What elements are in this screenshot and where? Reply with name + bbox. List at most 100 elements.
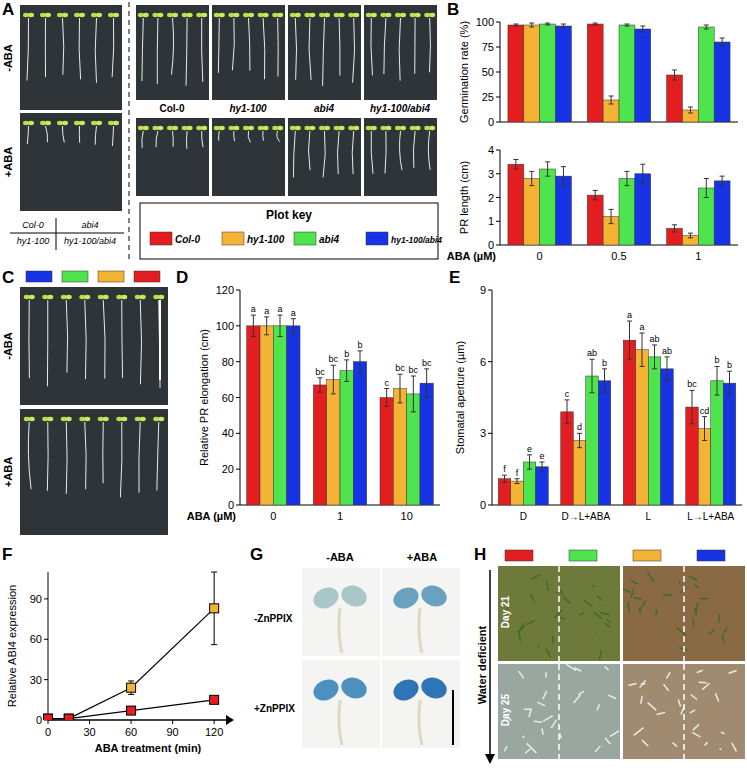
- significance-letter: bc: [329, 354, 339, 364]
- y-tick-label: 40: [222, 427, 234, 439]
- divider: [558, 566, 560, 661]
- plant-detail: [545, 672, 547, 677]
- plant-detail: [679, 581, 681, 585]
- y-tick-label: 25: [482, 91, 494, 103]
- plant-detail: [729, 670, 737, 673]
- error-bar: [513, 160, 518, 170]
- axis-arrow: [226, 715, 234, 725]
- cotyledon: [29, 417, 35, 421]
- genotype-label: abi4: [314, 103, 334, 114]
- table-rule: [56, 218, 57, 250]
- cotyledon: [172, 126, 178, 130]
- y-tick: [488, 433, 492, 434]
- plant-detail: [597, 595, 602, 600]
- cotyledon: [277, 126, 283, 130]
- plant-detail: [605, 623, 611, 627]
- significance-letter: ab: [662, 346, 672, 356]
- photo: [364, 118, 437, 196]
- root: [371, 18, 373, 75]
- cotyledon: [263, 126, 269, 130]
- y-tick: [44, 639, 48, 640]
- y-tick-label: 2: [488, 192, 494, 204]
- y-axis-title: Stomatal aperture (µm): [454, 341, 466, 454]
- key-cell: Col-0: [22, 220, 44, 230]
- plant-detail: [699, 681, 707, 683]
- x-tick-label: 0: [45, 726, 51, 738]
- panel-letter: H: [474, 545, 486, 564]
- cotyledon: [113, 121, 119, 125]
- photo: [498, 664, 620, 759]
- root: [27, 18, 29, 81]
- bar: [598, 381, 611, 505]
- bar: [619, 179, 635, 246]
- cotyledon: [172, 13, 178, 17]
- root: [63, 18, 64, 75]
- error-bar: [715, 366, 720, 395]
- significance-letter: b: [714, 355, 719, 365]
- scale-bar: [452, 690, 454, 745]
- bar: [635, 174, 651, 245]
- plant-detail: [640, 601, 645, 610]
- bar: [273, 326, 286, 505]
- plant-detail: [702, 683, 709, 689]
- x-tick-label: 0.5: [611, 250, 626, 262]
- legend-label: hy1-100: [247, 234, 285, 245]
- col-label: +ABA: [407, 551, 437, 563]
- significance-letter: a: [264, 306, 269, 316]
- cotyledon: [28, 121, 34, 125]
- root: [95, 18, 96, 83]
- cotyledon: [103, 417, 109, 421]
- plot-key-title: Plot key: [266, 208, 312, 222]
- cotyledon: [121, 295, 127, 299]
- root: [102, 422, 103, 483]
- error-bar: [640, 164, 645, 183]
- plant-detail: [647, 572, 654, 582]
- genotype-label: Col-0: [160, 103, 185, 114]
- cotyledon: [79, 121, 85, 125]
- genotype-swatch: [98, 271, 124, 282]
- plant-detail: [673, 743, 678, 747]
- root: [139, 422, 140, 493]
- divider: [558, 664, 560, 759]
- plant-detail: [532, 574, 541, 579]
- cotyledon: [233, 13, 239, 17]
- y-tick-label: 30: [30, 674, 42, 686]
- marker: [210, 695, 219, 704]
- plant-detail: [732, 743, 737, 752]
- plant-detail: [538, 645, 540, 647]
- plant-detail: [525, 749, 530, 753]
- y-axis-title: Relative ABI4 expression: [6, 585, 18, 707]
- y-tick: [496, 22, 500, 23]
- y-tick: [496, 221, 500, 222]
- hypocotyl: [339, 608, 342, 653]
- root: [218, 131, 220, 141]
- plant-detail: [595, 746, 600, 752]
- panel-letter: G: [250, 545, 263, 564]
- genotype-swatch: [26, 271, 52, 282]
- cotyledon: [157, 126, 163, 130]
- plant-detail: [606, 619, 609, 622]
- root: [46, 126, 48, 142]
- plant-detail: [574, 668, 581, 671]
- significance-letter: c: [565, 389, 570, 399]
- root: [293, 131, 295, 177]
- root: [66, 300, 67, 373]
- y-tick-label: 3: [488, 168, 494, 180]
- significance-letter: c: [384, 378, 389, 388]
- key-cell: hy1-100/abi4: [64, 236, 116, 246]
- error-bar: [515, 479, 520, 484]
- plant-detail: [519, 671, 524, 678]
- cotyledon: [309, 126, 315, 130]
- plant-detail: [537, 702, 545, 706]
- bar: [340, 371, 353, 505]
- error-bar: [545, 23, 550, 25]
- legend-swatch: [294, 232, 316, 245]
- photo: [136, 5, 209, 100]
- day-label: Day 21: [500, 595, 511, 628]
- y-axis: [492, 290, 493, 505]
- root: [156, 131, 158, 147]
- cotyledon: [324, 13, 330, 17]
- panel-letter: D: [176, 268, 188, 287]
- root: [112, 18, 114, 77]
- cotyledon: [339, 13, 345, 17]
